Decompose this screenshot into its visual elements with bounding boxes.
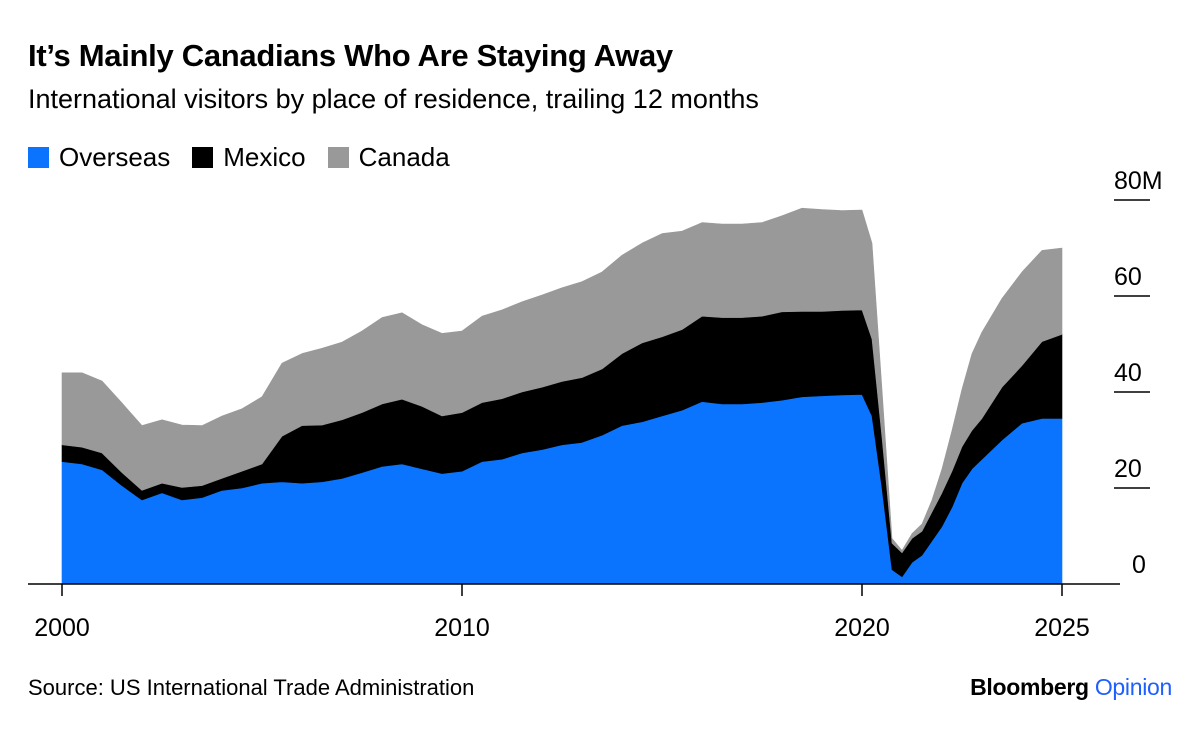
legend: Overseas Mexico Canada: [28, 142, 472, 173]
legend-swatch-mexico: [192, 147, 214, 168]
legend-item-mexico: Mexico: [192, 142, 306, 173]
y-axis-ticks: 0 20 40 60 80M: [1114, 167, 1163, 579]
y-tick-label: 0: [1132, 551, 1146, 579]
x-tick-label: 2000: [34, 614, 90, 642]
legend-label-overseas: Overseas: [59, 142, 171, 172]
x-tick-label: 2025: [1034, 614, 1090, 642]
x-tick-label: 2010: [434, 614, 490, 642]
x-tick-label: 2020: [834, 614, 890, 642]
chart-subtitle: International visitors by place of resid…: [28, 84, 759, 114]
x-axis-ticks: 2000 2010 2020 2025: [34, 584, 1090, 642]
legend-swatch-canada: [327, 147, 349, 168]
brand-product: Opinion: [1094, 674, 1172, 700]
source-note: Source: US International Trade Administr…: [28, 675, 475, 700]
legend-item-canada: Canada: [327, 142, 450, 173]
legend-item-overseas: Overseas: [28, 142, 170, 173]
y-tick-label: 40: [1114, 359, 1142, 387]
brand-name: Bloomberg: [970, 674, 1089, 700]
area-canada: [61, 207, 1063, 554]
y-tick-label: 60: [1114, 263, 1142, 291]
y-tick-label: 20: [1114, 455, 1142, 483]
y-tick-label: 80M: [1114, 167, 1163, 195]
legend-swatch-overseas: [28, 147, 49, 168]
legend-label-mexico: Mexico: [223, 142, 306, 172]
legend-label-canada: Canada: [358, 142, 450, 172]
brand-logo: Bloomberg Opinion: [970, 674, 1172, 701]
chart-title: It’s Mainly Canadians Who Are Staying Aw…: [28, 38, 673, 73]
area-layers: [61, 207, 1063, 585]
